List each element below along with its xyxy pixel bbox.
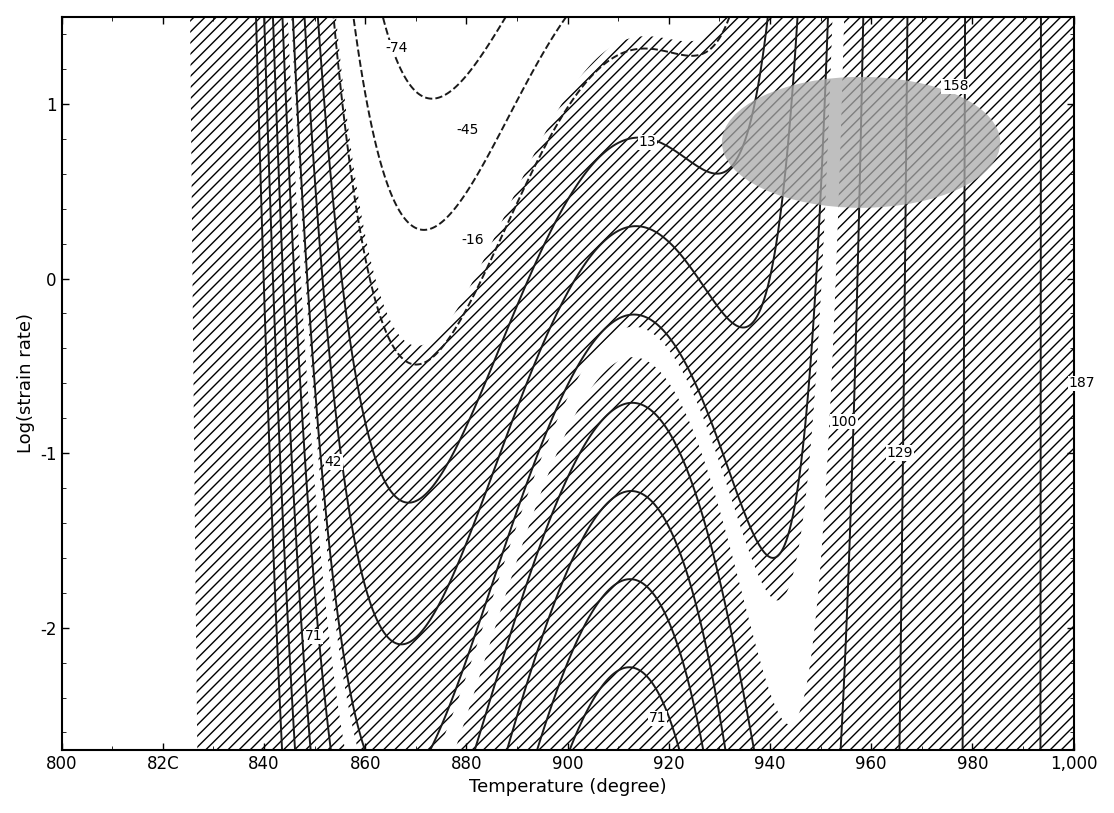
Text: 71: 71 bbox=[648, 711, 666, 725]
Text: 187: 187 bbox=[1068, 376, 1095, 390]
X-axis label: Temperature (degree): Temperature (degree) bbox=[469, 778, 666, 796]
Text: 42: 42 bbox=[324, 454, 342, 469]
Ellipse shape bbox=[722, 77, 1000, 208]
Text: -45: -45 bbox=[457, 123, 479, 137]
Text: 158: 158 bbox=[942, 80, 968, 93]
Text: -16: -16 bbox=[461, 233, 483, 247]
Text: -74: -74 bbox=[385, 41, 408, 55]
Y-axis label: Log(strain rate): Log(strain rate) bbox=[17, 313, 35, 454]
Text: 129: 129 bbox=[887, 446, 912, 460]
Text: 100: 100 bbox=[831, 415, 857, 428]
Text: 71: 71 bbox=[304, 629, 322, 643]
Text: 13: 13 bbox=[638, 136, 656, 150]
